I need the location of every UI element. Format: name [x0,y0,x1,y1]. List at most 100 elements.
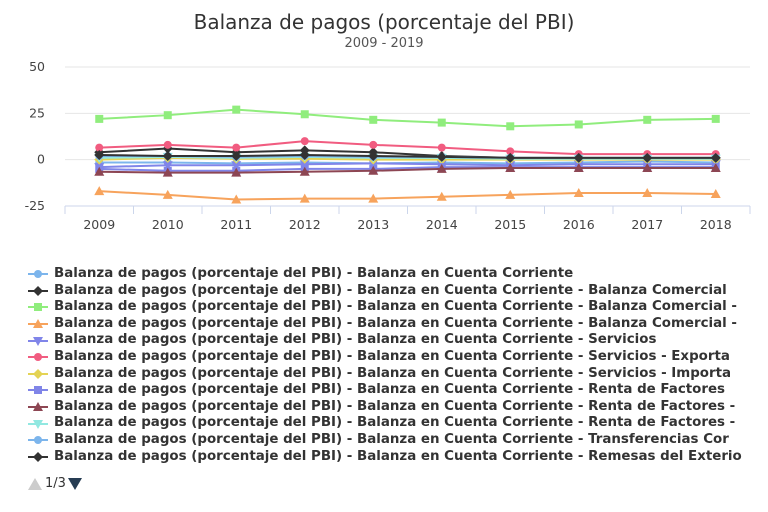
data-point [505,163,516,173]
data-point [231,161,242,171]
data-point [299,193,310,203]
legend-item[interactable]: Balanza de pagos (porcentaje del PBI) - … [28,399,768,416]
series-3 [95,105,720,131]
data-point [368,150,379,161]
chart-title: Balanza de pagos (porcentaje del PBI) [194,10,575,34]
data-point [232,143,241,152]
data-point [368,193,379,203]
legend-marker-icon [28,319,48,329]
legend-marker [33,336,43,346]
legend-item[interactable]: Balanza de pagos (porcentaje del PBI) - … [28,299,768,316]
data-point [95,114,104,123]
legend-label: Balanza de pagos (porcentaje del PBI) - … [54,266,574,281]
data-point [573,152,584,163]
legend-marker-icon [28,419,48,429]
legend-marker [34,436,42,445]
data-point [231,150,242,161]
pager-down-icon[interactable] [67,477,82,490]
data-point [163,111,172,120]
data-point [437,143,446,152]
x-tick-label: 2010 [152,217,184,232]
series-line [99,108,716,128]
legend-item[interactable]: Balanza de pagos (porcentaje del PBI) - … [28,415,768,432]
data-point [95,143,104,152]
x-axis: 2009 2010 2011 2012 2013 2014 2015 2016 2017 2018 [64,206,751,232]
legend-item[interactable]: Balanza de pagos (porcentaje del PBI) - … [28,316,768,333]
pager-label: 1/3 [45,476,66,491]
data-point [437,118,446,127]
x-tick-label: 2011 [220,217,252,232]
legend-marker-icon [28,285,48,296]
legend: Balanza de pagos (porcentaje del PBI) - … [28,266,768,465]
y-tick-label: 0 [37,152,45,167]
legend-label: Balanza de pagos (porcentaje del PBI) - … [54,431,729,447]
data-point [162,161,173,171]
series-line [99,162,716,169]
legend-marker [33,368,43,379]
legend-item[interactable]: Balanza de pagos (porcentaje del PBI) - … [28,349,768,366]
legend-item[interactable]: Balanza de pagos (porcentaje del PBI) - … [28,432,768,449]
x-tick-label: 2012 [289,217,321,232]
legend-label: Balanza de pagos (porcentaje del PBI) - … [54,415,736,431]
data-point [94,186,105,196]
series-line [99,190,716,201]
x-tick-label: 2015 [494,217,526,232]
data-point [436,151,447,162]
legend-marker-icon [28,270,48,279]
legend-label: Balanza de pagos (porcentaje del PBI) - … [54,315,737,331]
legend-label: Balanza de pagos (porcentaje del PBI) - … [54,348,730,364]
legend-label: Balanza de pagos (porcentaje del PBI) - … [54,282,727,298]
series-4 [94,186,721,204]
data-point [642,163,653,173]
x-tick-label: 2016 [563,217,595,232]
legend-marker [33,402,43,412]
data-point [710,188,721,198]
data-point [300,110,309,119]
chart: Balanza de pagos (porcentaje del PBI) 20… [25,10,751,232]
data-point [368,165,379,175]
data-point [574,120,583,129]
legend-label: Balanza de pagos (porcentaje del PBI) - … [54,299,737,315]
y-tick-label: 50 [29,59,45,74]
legend-marker [34,270,42,279]
legend-marker-icon [28,368,48,379]
legend-item[interactable]: Balanza de pagos (porcentaje del PBI) - … [28,332,768,349]
data-point [710,152,721,163]
data-point [162,167,173,177]
x-tick-label: 2009 [83,217,115,232]
legend-item[interactable]: Balanza de pagos (porcentaje del PBI) - … [28,449,768,466]
grid [65,66,750,207]
legend-marker [33,451,43,462]
data-point [436,163,447,173]
legend-item[interactable]: Balanza de pagos (porcentaje del PBI) - … [28,266,768,283]
legend-item[interactable]: Balanza de pagos (porcentaje del PBI) - … [28,382,768,399]
data-point [436,191,447,201]
pager-up-icon[interactable] [28,477,42,490]
series-6 [95,137,720,159]
series-line [99,140,716,156]
series-5 [94,159,721,173]
legend-label: Balanza de pagos (porcentaje del PBI) - … [54,448,742,464]
data-point [573,188,584,198]
series-line [99,167,716,174]
data-point [162,189,173,199]
legend-marker-icon [28,402,48,412]
data-point [299,150,310,161]
data-point [231,194,242,204]
data-point [710,163,721,173]
x-tick-label: 2014 [426,217,458,232]
legend-item[interactable]: Balanza de pagos (porcentaje del PBI) - … [28,283,768,300]
y-axis: 50 25 0 -25 [25,59,45,213]
x-tick-label: 2018 [700,217,732,232]
legend-marker-icon [28,336,48,346]
data-point [94,150,105,161]
legend-marker [34,386,42,395]
legend-label: Balanza de pagos (porcentaje del PBI) - … [54,382,726,398]
x-tick-label: 2017 [631,217,663,232]
legend-item[interactable]: Balanza de pagos (porcentaje del PBI) - … [28,366,768,383]
legend-marker [33,285,43,296]
legend-marker [33,319,43,329]
data-point [711,114,720,123]
legend-marker-icon [28,303,48,312]
data-point [643,115,652,124]
